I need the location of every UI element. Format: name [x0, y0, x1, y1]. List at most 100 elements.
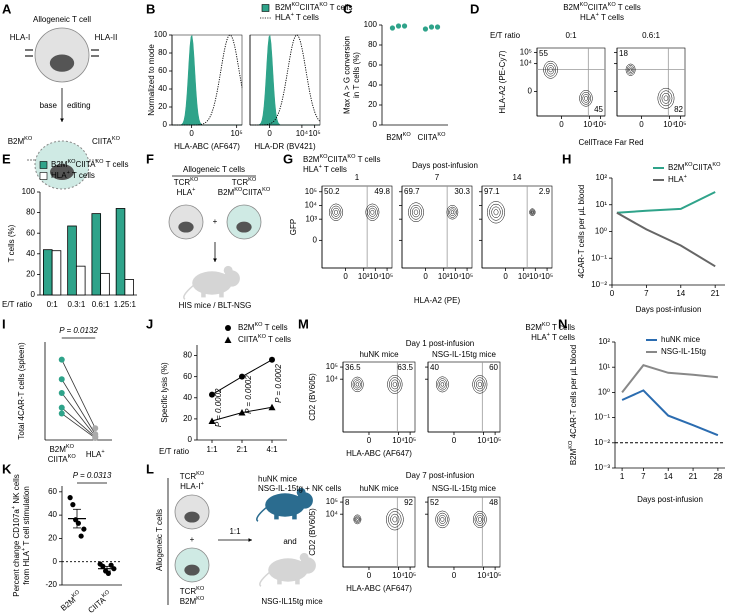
- bar: [91, 213, 102, 296]
- x-tick-label: 10³: [518, 272, 530, 281]
- y-axis-label-part: KO: [568, 440, 574, 449]
- population-contour: [365, 203, 380, 221]
- legend-label-part: T cells: [550, 323, 575, 332]
- plus-sign: +: [190, 535, 195, 544]
- diagram-label-part: B2M: [8, 137, 25, 146]
- diagram-label: TCRKO: [180, 587, 205, 597]
- x-tick-label: 10⁵: [594, 120, 606, 129]
- y-axis-label: B2MKO 4CAR-T cells per µL blood: [568, 345, 578, 465]
- legend-label-part: +: [67, 170, 70, 176]
- y-axis-label-part: T cell stimulation: [22, 486, 31, 548]
- legend-label-part: CIITA: [76, 160, 97, 169]
- population-contour: [487, 201, 505, 224]
- x-tick-label: 10⁵: [404, 571, 416, 580]
- legend-label-part: HLA: [531, 333, 547, 342]
- diagram-label-part: KO: [190, 178, 199, 184]
- data-point: [434, 24, 441, 30]
- legend-label-part: T cells: [294, 13, 319, 22]
- y-axis-label: CD2 (BV605): [308, 508, 317, 556]
- y-axis-label-part: Percent change CD107a: [12, 509, 21, 597]
- x-tick-label: 0.6:1: [92, 300, 110, 309]
- population-contour: [474, 512, 486, 526]
- y-axis-label-part: B2M: [569, 448, 578, 465]
- legend-label: HLA+ T cells: [303, 164, 347, 174]
- population-contour: [477, 517, 482, 522]
- population-contour: [388, 511, 402, 528]
- diagram-label-part: +: [201, 481, 204, 487]
- y-tick-label: 20: [158, 102, 167, 111]
- gate-frequency: 48: [489, 498, 498, 507]
- legend-label: B2MKOCIITAKO T cells: [275, 2, 353, 12]
- data-point: [58, 389, 65, 396]
- gate-frequency: 52: [430, 498, 439, 507]
- population-contour: [390, 379, 399, 390]
- population-contour: [356, 518, 359, 521]
- diagram-label-part: KO: [24, 136, 33, 142]
- y-tick-label: 0: [528, 87, 533, 96]
- population-contour: [329, 203, 343, 221]
- legend-label: HLA+: [668, 174, 687, 184]
- data-point: [105, 570, 111, 576]
- pair-line: [61, 379, 96, 435]
- plot-title: huNK mice: [359, 350, 399, 359]
- nucleus: [50, 164, 74, 180]
- data-point: [238, 409, 246, 416]
- y-axis-label-part: 4CAR-T cells per µL blood: [569, 345, 578, 441]
- bar: [124, 279, 135, 296]
- row-title: Day 7 post-infusion: [406, 471, 474, 480]
- y-tick-label: 60: [48, 487, 57, 496]
- x-tick-label-part: B2M: [386, 133, 403, 142]
- data-point: [208, 417, 216, 424]
- x-tick-label: CIITAKO: [86, 589, 114, 613]
- plot-title: huNK mice: [359, 484, 399, 493]
- y-tick-label: 20: [368, 100, 377, 109]
- population-contour: [390, 513, 400, 525]
- legend-label-part: T cells: [328, 3, 353, 12]
- x-tick-label: 10³: [438, 272, 450, 281]
- x-tick-label: 1:1: [206, 445, 218, 454]
- data-point: [100, 563, 106, 569]
- legend-label-part: KO: [95, 159, 104, 165]
- diagram-label-part: TCR: [180, 587, 197, 596]
- legend-label-part: CIITA: [300, 3, 321, 12]
- population-contour: [437, 378, 448, 391]
- population-contour: [472, 375, 488, 394]
- plot-title: 1: [355, 173, 360, 182]
- x-tick-label: 10⁴: [583, 120, 596, 129]
- x-tick-label: HLA+: [86, 449, 105, 459]
- y-axis-label: from HLA+ T cell stimulation: [21, 486, 31, 585]
- y-tick-label: 80: [183, 351, 192, 360]
- row-title: Day 1 post-infusion: [406, 339, 474, 348]
- series-line: [616, 211, 716, 268]
- legend-label-part: KO: [319, 154, 328, 160]
- diagram-label: HIS mice / BLT-NSG: [179, 301, 252, 310]
- population-contour: [354, 515, 361, 524]
- data-point: [58, 410, 65, 417]
- x-axis-label: HLA-ABC (AF647): [346, 449, 412, 458]
- x-tick-label: 10⁴: [663, 120, 676, 129]
- population-contour: [661, 92, 671, 104]
- plot-title: NSG-IL-15tg mice: [432, 484, 497, 493]
- population-contour: [449, 208, 456, 216]
- legend-label: huNK mice: [661, 335, 701, 344]
- data-point: [75, 520, 81, 526]
- nucleus: [236, 221, 252, 233]
- histogram-curve: [250, 34, 320, 126]
- panel-letter: I: [2, 316, 6, 331]
- y-axis-label-part: +: [12, 506, 18, 509]
- arrow-head: [60, 118, 64, 122]
- legend-label: HLA+ T cells: [531, 332, 575, 342]
- legend-swatch: [261, 4, 270, 12]
- diagram-label: NSG-IL-15tg + NK cells: [258, 484, 341, 493]
- x-tick-label-part: HLA: [86, 450, 102, 459]
- hla-ii-receptor: [91, 49, 99, 57]
- y-tick-label: 10⁻¹: [591, 253, 607, 262]
- bar: [115, 208, 126, 296]
- legend-label-part: +: [319, 164, 322, 170]
- diagram-label-part: TCR: [174, 178, 191, 187]
- diagram-label: huNK mice: [258, 474, 298, 483]
- row-title: E/T ratio: [490, 31, 521, 40]
- panel-letter: A: [2, 1, 12, 16]
- population-contour: [392, 516, 398, 523]
- legend-label-part: T cells: [356, 155, 381, 164]
